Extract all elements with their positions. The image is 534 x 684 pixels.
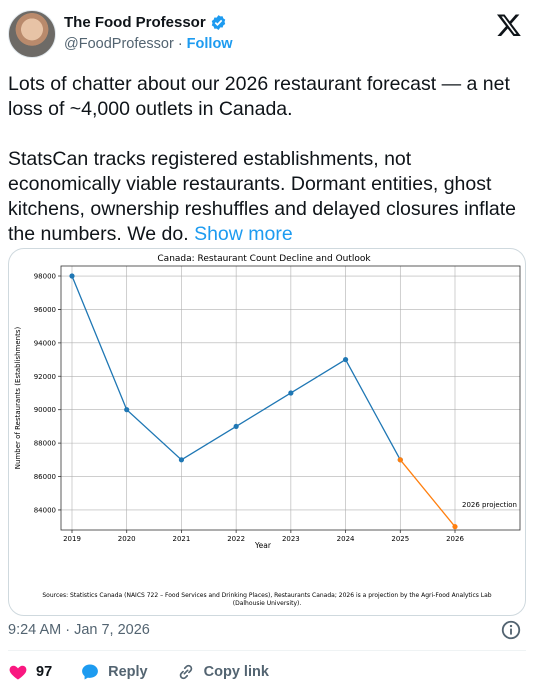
- data-point: [233, 423, 239, 430]
- follow-button[interactable]: Follow: [186, 36, 233, 52]
- data-point: [124, 407, 130, 413]
- like-count: 97: [36, 664, 53, 680]
- y-tick-label: 98000: [34, 273, 56, 281]
- author-handle-row: @FoodProfessor · Follow: [64, 36, 233, 52]
- x-axis-label: Year: [254, 541, 272, 550]
- y-tick-label: 92000: [34, 373, 56, 381]
- author-name[interactable]: The Food Professor: [64, 14, 206, 31]
- tweet-text: Lots of chatter about our 2026 restauran…: [8, 72, 524, 247]
- x-tick-label: 2019: [63, 535, 81, 543]
- y-tick-label: 90000: [34, 406, 56, 414]
- tweet-paragraph-2-text: StatsCan tracks registered establishment…: [8, 148, 517, 245]
- data-point: [342, 356, 349, 363]
- reply-button[interactable]: Reply: [80, 662, 148, 682]
- copy-link-label: Copy link: [203, 664, 269, 680]
- x-tick-label: 2025: [391, 535, 409, 543]
- series-line-1: [399, 459, 456, 528]
- y-tick-label: 96000: [34, 306, 56, 314]
- tweet-paragraph-2: StatsCan tracks registered establishment…: [8, 147, 524, 247]
- x-tick-label: 2024: [337, 535, 355, 543]
- data-point: [452, 524, 458, 530]
- reply-bubble-icon: [82, 664, 99, 680]
- x-logo-icon[interactable]: [496, 12, 522, 38]
- tweet-header: The Food Professor @FoodProfessor · Foll…: [8, 8, 526, 58]
- author-handle[interactable]: @FoodProfessor: [64, 36, 174, 52]
- x-tick-label: 2021: [173, 535, 191, 543]
- x-tick-label: 2020: [118, 535, 136, 543]
- copy-link-button[interactable]: Copy link: [176, 662, 269, 682]
- heart-icon: [9, 665, 27, 680]
- x-tick-label: 2023: [282, 535, 300, 543]
- verified-badge-icon: [211, 15, 225, 30]
- avatar[interactable]: [8, 10, 56, 58]
- y-tick-label: 94000: [34, 339, 56, 347]
- y-axis-label: Number of Restaurants (Establishments): [14, 327, 22, 470]
- info-icon[interactable]: [500, 619, 522, 641]
- divider: [8, 650, 526, 651]
- data-point: [288, 390, 294, 396]
- plot-frame: [60, 265, 521, 531]
- like-button[interactable]: 97: [8, 662, 52, 682]
- data-point: [178, 457, 185, 463]
- data-point: [397, 457, 403, 463]
- chart-source-line-2: (Dalhousie University).: [233, 600, 302, 607]
- projection-annotation: 2026 projection: [462, 501, 517, 509]
- chart-title: Canada: Restaurant Count Decline and Out…: [157, 254, 371, 264]
- link-icon: [179, 664, 192, 680]
- y-tick-label: 88000: [34, 440, 56, 448]
- x-tick-label: 2026: [446, 535, 464, 543]
- chart-source-line-1: Sources: Statistics Canada (NAICS 722 – …: [42, 592, 491, 599]
- y-tick-label: 86000: [34, 473, 56, 481]
- separator: ·: [177, 36, 183, 52]
- y-tick-label: 84000: [34, 506, 56, 514]
- data-point: [69, 273, 75, 279]
- line-chart: Canada: Restaurant Count Decline and Out…: [14, 254, 521, 607]
- reply-label: Reply: [108, 664, 148, 680]
- author-name-row: The Food Professor: [64, 14, 227, 31]
- x-tick-label: 2022: [227, 535, 245, 543]
- tweet-paragraph-1: Lots of chatter about our 2026 restauran…: [8, 73, 510, 120]
- chart-image-card[interactable]: Canada: Restaurant Count Decline and Out…: [8, 248, 526, 616]
- show-more-link[interactable]: Show more: [194, 223, 293, 245]
- tweet-actions: 97 Reply Copy link: [8, 660, 297, 684]
- tweet-timestamp[interactable]: 9:24 AM · Jan 7, 2026: [8, 622, 150, 638]
